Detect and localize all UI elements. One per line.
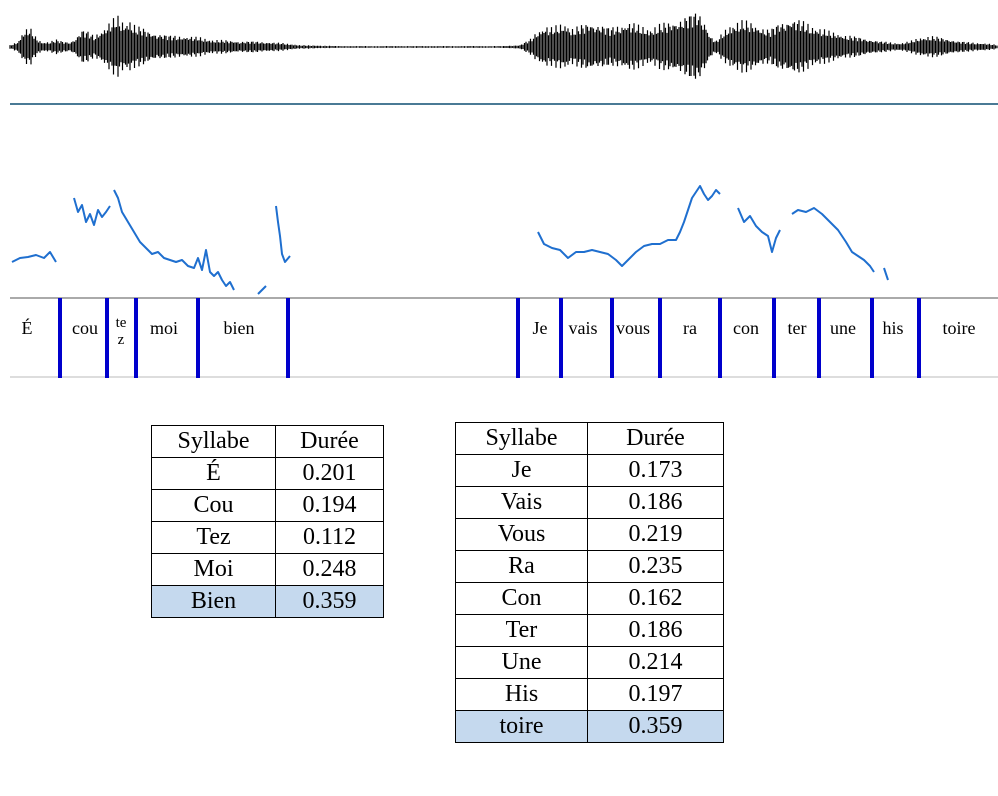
syllable-boundary bbox=[870, 298, 874, 378]
header-syllabe: Syllabe bbox=[455, 422, 588, 455]
syllable-cell: Tez bbox=[151, 521, 276, 554]
syllable-boundary bbox=[610, 298, 614, 378]
pitch-segment bbox=[73, 197, 111, 226]
pitch-segment bbox=[11, 251, 57, 263]
syllable-cell: Bien bbox=[151, 585, 276, 618]
duration-cell: 0.197 bbox=[587, 678, 724, 711]
duration-cell: 0.359 bbox=[275, 585, 384, 618]
syllable-label-moi: moi bbox=[149, 318, 179, 338]
syllable-cell: Cou bbox=[151, 489, 276, 522]
table-row: Vais 0.186 bbox=[455, 486, 724, 519]
table-row-highlighted: toire 0.359 bbox=[455, 710, 724, 743]
table-row: His 0.197 bbox=[455, 678, 724, 711]
table-row: Ter 0.186 bbox=[455, 614, 724, 647]
syllable-label-vous: vous bbox=[615, 318, 651, 338]
table-row: Cou 0.194 bbox=[151, 489, 384, 522]
header-syllabe: Syllabe bbox=[151, 425, 276, 458]
syllable-cell: Je bbox=[455, 454, 588, 487]
syllable-cell: Ra bbox=[455, 550, 588, 583]
syllable-label-con: con bbox=[733, 318, 759, 338]
syllable-boundary bbox=[286, 298, 290, 378]
syllable-cell: Moi bbox=[151, 553, 276, 586]
pitch-segment bbox=[883, 267, 889, 281]
syllable-label-ter: ter bbox=[787, 318, 807, 338]
syllable-cell: toire bbox=[455, 710, 588, 743]
table-header-row: Syllabe Durée bbox=[151, 425, 384, 458]
table-row: Je 0.173 bbox=[455, 454, 724, 487]
duration-cell: 0.186 bbox=[587, 614, 724, 647]
syllable-cell: Vous bbox=[455, 518, 588, 551]
pitch-segment bbox=[257, 285, 267, 295]
speech-analysis-panel bbox=[9, 13, 998, 378]
syllable-boundaries bbox=[58, 298, 921, 378]
duration-cell: 0.214 bbox=[587, 646, 724, 679]
syllable-boundary bbox=[718, 298, 722, 378]
pitch-segment bbox=[791, 207, 875, 273]
syllable-label-tez: te z bbox=[116, 315, 127, 349]
pitch-segment bbox=[737, 207, 781, 253]
syllable-boundary bbox=[559, 298, 563, 378]
syllable-label-e: É bbox=[21, 318, 33, 338]
waveform bbox=[9, 13, 998, 79]
table-row: Vous 0.219 bbox=[455, 518, 724, 551]
duration-table-1: Syllabe Durée É 0.201 Cou 0.194 Tez 0.112 M… bbox=[151, 425, 384, 618]
syllable-label-bien: bien bbox=[223, 318, 255, 338]
syllable-label-une: une bbox=[830, 318, 856, 338]
duration-cell: 0.201 bbox=[275, 457, 384, 490]
syllable-boundary bbox=[658, 298, 662, 378]
duration-cell: 0.194 bbox=[275, 489, 384, 522]
pitch-segment bbox=[275, 205, 291, 263]
syllable-cell: His bbox=[455, 678, 588, 711]
table-row-highlighted: Bien 0.359 bbox=[151, 585, 384, 618]
table-row: Tez 0.112 bbox=[151, 521, 384, 554]
duration-cell: 0.359 bbox=[587, 710, 724, 743]
syllable-boundary bbox=[58, 298, 62, 378]
duration-cell: 0.186 bbox=[587, 486, 724, 519]
duration-cell: 0.173 bbox=[587, 454, 724, 487]
table-row: Moi 0.248 bbox=[151, 553, 384, 586]
pitch-contour bbox=[11, 185, 889, 295]
syllable-cell: É bbox=[151, 457, 276, 490]
duration-table-2: Syllabe Durée Je 0.173 Vais 0.186 Vous 0.21… bbox=[455, 422, 724, 743]
syllable-cell: Une bbox=[455, 646, 588, 679]
duration-cell: 0.235 bbox=[587, 550, 724, 583]
syllable-boundary bbox=[196, 298, 200, 378]
syllable-boundary bbox=[105, 298, 109, 378]
syllable-label-z: z bbox=[117, 332, 125, 348]
syllable-label-cou: cou bbox=[72, 318, 98, 338]
syllable-label-vais: vais bbox=[568, 318, 598, 338]
syllable-label-te: te bbox=[115, 315, 127, 331]
duration-cell: 0.162 bbox=[587, 582, 724, 615]
header-duree: Durée bbox=[587, 422, 724, 455]
table-row: Ra 0.235 bbox=[455, 550, 724, 583]
pitch-segment bbox=[113, 189, 235, 291]
syllable-label-his: his bbox=[882, 318, 904, 338]
duration-cell: 0.112 bbox=[275, 521, 384, 554]
duration-cell: 0.219 bbox=[587, 518, 724, 551]
pitch-segment bbox=[537, 185, 721, 267]
syllable-label-toire: toire bbox=[942, 318, 976, 338]
syllable-label-ra: ra bbox=[683, 318, 697, 338]
syllable-boundary bbox=[817, 298, 821, 378]
table-row: É 0.201 bbox=[151, 457, 384, 490]
syllable-label-je: Je bbox=[532, 318, 548, 338]
syllable-cell: Con bbox=[455, 582, 588, 615]
syllable-boundary bbox=[772, 298, 776, 378]
table-header-row: Syllabe Durée bbox=[455, 422, 724, 455]
syllable-boundary bbox=[917, 298, 921, 378]
table-row: Con 0.162 bbox=[455, 582, 724, 615]
syllable-boundary bbox=[516, 298, 520, 378]
syllable-cell: Ter bbox=[455, 614, 588, 647]
waveform-trace bbox=[9, 13, 998, 79]
table-row: Une 0.214 bbox=[455, 646, 724, 679]
header-duree: Durée bbox=[275, 425, 384, 458]
syllable-cell: Vais bbox=[455, 486, 588, 519]
duration-cell: 0.248 bbox=[275, 553, 384, 586]
syllable-boundary bbox=[134, 298, 138, 378]
